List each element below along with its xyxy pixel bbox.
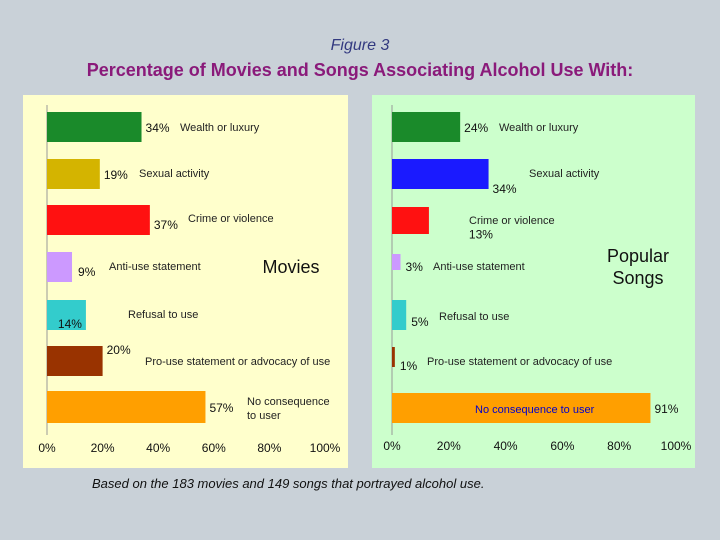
songs-chart: 24% Wealth or luxury 34% Sexual activity 13%…: [383, 105, 692, 453]
movies-x-tick-label: 0%: [38, 441, 56, 455]
movies-value-label: 20%: [107, 343, 131, 357]
songs-bar: [392, 207, 429, 234]
movies-category-label: Refusal to use: [128, 309, 198, 321]
movies-category-label: Pro-use statement or advocacy of use: [145, 356, 330, 368]
songs-value-label: 1%: [400, 359, 418, 373]
movies-bar: [47, 300, 86, 330]
songs-value-label: 34%: [493, 182, 517, 196]
songs-x-tick-label: 60%: [550, 439, 574, 453]
movies-x-tick-label: 40%: [146, 441, 170, 455]
movies-value-label: 19%: [104, 168, 128, 182]
movies-bar: [47, 252, 73, 282]
songs-category-label: Pro-use statement or advocacy of use: [427, 356, 612, 368]
songs-x-tick-label: 20%: [437, 439, 461, 453]
songs-x-tick-label: 0%: [383, 439, 401, 453]
songs-bar: [392, 112, 461, 142]
songs-category-label: Refusal to use: [439, 311, 509, 323]
movies-category-label: Sexual activity: [139, 168, 210, 180]
movies-bar: [47, 205, 150, 235]
songs-bar: [392, 347, 395, 367]
movies-x-tick-label: 60%: [202, 441, 226, 455]
movies-x-tick-label: 20%: [91, 441, 115, 455]
songs-x-tick-label: 40%: [494, 439, 518, 453]
figure-label: Figure 3: [330, 37, 390, 54]
songs-category-label: No consequence to user: [475, 404, 595, 416]
songs-bar: [392, 300, 407, 330]
movies-chart: 34% Wealth or luxury 19% Sexual activity 37%…: [38, 105, 341, 455]
songs-chart-title: Popular Songs: [607, 246, 669, 288]
songs-category-label: Crime or violence: [469, 215, 555, 227]
movies-category-label: No consequence to user: [247, 396, 330, 422]
movies-bar: [47, 112, 142, 142]
songs-value-label: 5%: [411, 315, 429, 329]
movies-chart-panel: 34% Wealth or luxury 19% Sexual activity 37%…: [23, 95, 348, 468]
songs-x-tick-label: 80%: [607, 439, 631, 453]
movies-category-label: Crime or violence: [188, 213, 274, 225]
songs-x-tick-label: 100%: [661, 439, 692, 453]
movies-value-label: 9%: [78, 265, 96, 279]
songs-category-label: Anti-use statement: [433, 261, 525, 273]
movies-x-tick-label: 100%: [310, 441, 341, 455]
movies-bar: [47, 346, 103, 376]
songs-value-label: 13%: [469, 228, 493, 242]
movies-value-label: 37%: [154, 218, 178, 232]
songs-value-label: 91%: [654, 402, 678, 416]
movies-value-label: 14%: [58, 317, 82, 331]
songs-value-label: 3%: [406, 260, 424, 274]
movies-value-label: 57%: [209, 401, 233, 415]
movies-value-label: 34%: [146, 121, 170, 135]
movies-chart-title: Movies: [262, 257, 319, 277]
movies-bar: [47, 391, 206, 423]
chart-title: Percentage of Movies and Songs Associati…: [86, 60, 634, 80]
songs-value-label: 24%: [464, 121, 488, 135]
songs-bar: [392, 159, 489, 189]
footnote: Based on the 183 movies and 149 songs th…: [92, 476, 485, 491]
songs-category-label: Wealth or luxury: [499, 122, 579, 134]
movies-x-tick-label: 80%: [257, 441, 281, 455]
songs-category-label: Sexual activity: [529, 168, 600, 180]
songs-bar: [392, 393, 651, 423]
songs-chart-panel: 24% Wealth or luxury 34% Sexual activity 13%…: [372, 95, 695, 468]
songs-bar: [392, 254, 401, 270]
movies-category-label: Wealth or luxury: [180, 122, 260, 134]
movies-bar: [47, 159, 100, 189]
movies-category-label: Anti-use statement: [109, 261, 201, 273]
